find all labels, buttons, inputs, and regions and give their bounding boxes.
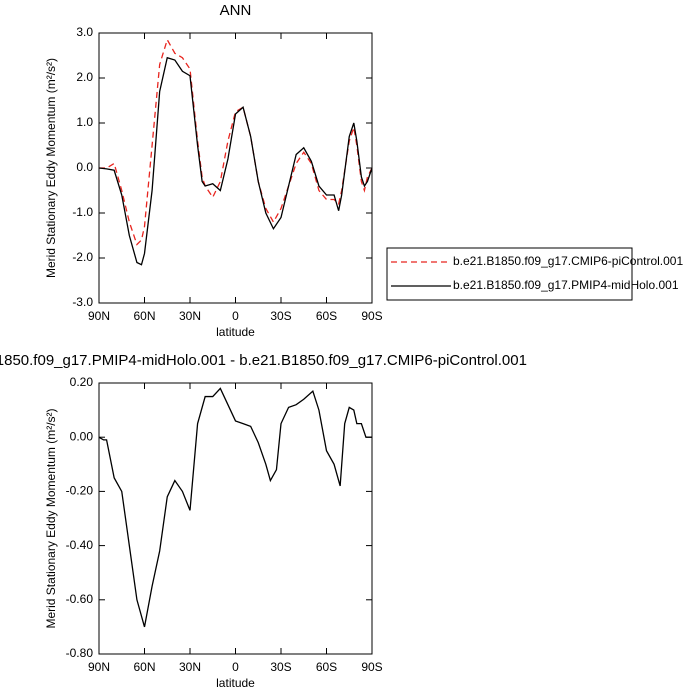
y-tick-label: 3.0 bbox=[76, 25, 93, 39]
legend-label: b.e21.B1850.f09_g17.CMIP6-piControl.001 bbox=[453, 254, 683, 268]
plot-frame bbox=[98, 32, 373, 304]
legend-label: b.e21.B1850.f09_g17.PMIP4-midHolo.001 bbox=[453, 278, 679, 292]
plot-frame bbox=[98, 382, 373, 655]
data-line bbox=[98, 56, 373, 266]
x-tick-label: 30N bbox=[179, 660, 201, 674]
y-tick-label: -0.40 bbox=[66, 538, 94, 552]
x-tick-label: 90S bbox=[361, 660, 382, 674]
y-axis-label: Merid Stationary Eddy Momentum (m²/s²) bbox=[44, 408, 58, 628]
x-tick-label: 90N bbox=[88, 309, 110, 323]
y-tick-label: 1.0 bbox=[76, 115, 93, 129]
y-tick-label: 0.00 bbox=[70, 429, 94, 443]
y-tick-label: 0.20 bbox=[70, 375, 94, 389]
x-tick-label: 30N bbox=[179, 309, 201, 323]
x-tick-label: 60N bbox=[133, 309, 155, 323]
data-line bbox=[99, 38, 373, 246]
y-tick-label: 0.0 bbox=[76, 160, 93, 174]
y-tick-label: -3.0 bbox=[72, 295, 93, 309]
x-tick-label: 90S bbox=[361, 309, 382, 323]
y-tick-label: -2.0 bbox=[72, 250, 93, 264]
x-tick-label: 30S bbox=[270, 660, 291, 674]
data-line bbox=[98, 387, 372, 628]
x-tick-label: 60N bbox=[133, 660, 155, 674]
y-tick-label: -1.0 bbox=[72, 205, 93, 219]
x-axis-label: latitude bbox=[216, 676, 255, 690]
chart-title: b.e21.B1850.f09_g17.PMIP4-midHolo.001 - … bbox=[0, 352, 527, 369]
x-tick-label: 30S bbox=[270, 309, 291, 323]
x-tick-label: 0 bbox=[232, 660, 239, 674]
y-tick-label: -0.20 bbox=[66, 484, 94, 498]
y-tick-label: 2.0 bbox=[76, 70, 93, 84]
y-axis-label: Merid Stationary Eddy Momentum (m²/s²) bbox=[44, 58, 58, 278]
y-tick-label: -0.80 bbox=[66, 646, 94, 660]
x-tick-label: 60S bbox=[316, 660, 337, 674]
y-tick-label: -0.60 bbox=[66, 592, 94, 606]
x-tick-label: 90N bbox=[88, 660, 110, 674]
chart-title: ANN bbox=[220, 2, 252, 19]
x-tick-label: 60S bbox=[316, 309, 337, 323]
x-tick-label: 0 bbox=[232, 309, 239, 323]
x-axis-label: latitude bbox=[216, 325, 255, 339]
legend-box bbox=[386, 247, 633, 301]
